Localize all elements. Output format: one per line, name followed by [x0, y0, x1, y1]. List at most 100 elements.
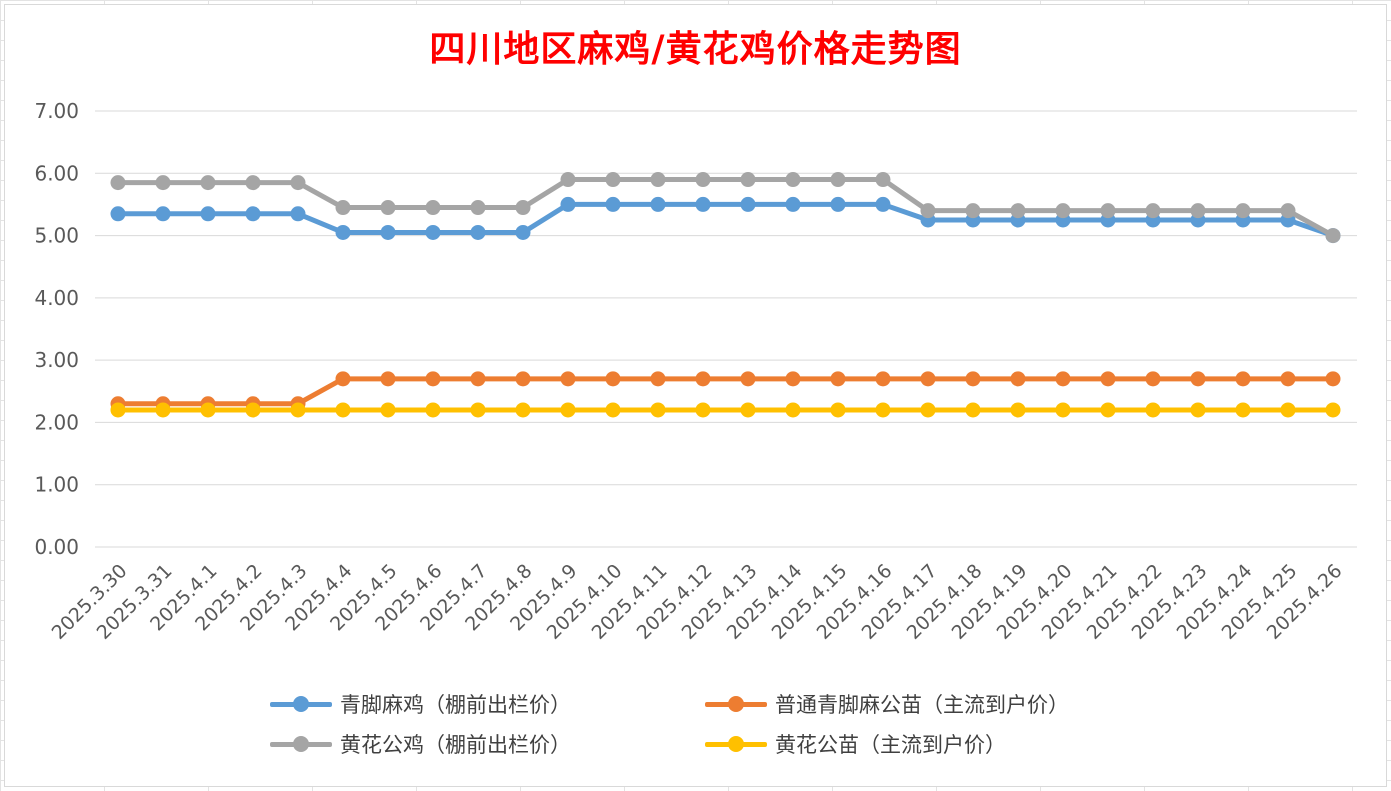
data-point[interactable] [335, 200, 351, 216]
data-point[interactable] [785, 172, 801, 188]
data-point[interactable] [1190, 402, 1206, 418]
data-point[interactable] [650, 196, 666, 212]
data-point[interactable] [1100, 371, 1116, 387]
data-point[interactable] [1190, 371, 1206, 387]
data-point[interactable] [1280, 371, 1296, 387]
series-line[interactable] [115, 177, 1336, 239]
data-point[interactable] [1100, 402, 1116, 418]
data-point[interactable] [560, 172, 576, 188]
data-point[interactable] [740, 172, 756, 188]
data-point[interactable] [1145, 203, 1161, 219]
data-point[interactable] [1190, 203, 1206, 219]
data-point[interactable] [740, 402, 756, 418]
data-point[interactable] [470, 200, 486, 216]
data-point[interactable] [650, 172, 666, 188]
data-point[interactable] [740, 196, 756, 212]
data-point[interactable] [1325, 402, 1341, 418]
data-point[interactable] [695, 402, 711, 418]
data-point[interactable] [785, 196, 801, 212]
chart-area[interactable] [4, 4, 1387, 787]
data-point[interactable] [560, 196, 576, 212]
data-point[interactable] [560, 402, 576, 418]
data-point[interactable] [1235, 203, 1251, 219]
data-point[interactable] [335, 224, 351, 240]
data-point[interactable] [425, 402, 441, 418]
data-point[interactable] [875, 371, 891, 387]
data-point[interactable] [245, 206, 261, 222]
data-point[interactable] [695, 371, 711, 387]
data-point[interactable] [425, 200, 441, 216]
data-point[interactable] [110, 206, 126, 222]
data-point[interactable] [245, 175, 261, 191]
data-point[interactable] [515, 402, 531, 418]
data-point[interactable] [290, 175, 306, 191]
data-point[interactable] [515, 224, 531, 240]
data-point[interactable] [1010, 371, 1026, 387]
data-point[interactable] [1325, 371, 1341, 387]
data-point[interactable] [1235, 371, 1251, 387]
data-point[interactable] [200, 402, 216, 418]
data-point[interactable] [965, 203, 981, 219]
data-point[interactable] [1100, 203, 1116, 219]
data-point[interactable] [155, 175, 171, 191]
series-line[interactable] [115, 201, 1336, 239]
data-point[interactable] [875, 196, 891, 212]
data-point[interactable] [1010, 402, 1026, 418]
data-point[interactable] [785, 371, 801, 387]
data-point[interactable] [605, 402, 621, 418]
data-point[interactable] [875, 402, 891, 418]
data-point[interactable] [1055, 371, 1071, 387]
data-point[interactable] [290, 402, 306, 418]
data-point[interactable] [920, 371, 936, 387]
data-point[interactable] [380, 371, 396, 387]
data-point[interactable] [1055, 203, 1071, 219]
data-point[interactable] [830, 402, 846, 418]
data-point[interactable] [1280, 402, 1296, 418]
data-point[interactable] [605, 196, 621, 212]
series-line[interactable] [115, 376, 1336, 407]
data-point[interactable] [605, 172, 621, 188]
data-point[interactable] [110, 402, 126, 418]
data-point[interactable] [1325, 228, 1341, 244]
data-point[interactable] [785, 402, 801, 418]
data-point[interactable] [380, 224, 396, 240]
data-point[interactable] [1055, 402, 1071, 418]
data-point[interactable] [965, 371, 981, 387]
data-point[interactable] [875, 172, 891, 188]
data-point[interactable] [335, 402, 351, 418]
data-point[interactable] [605, 371, 621, 387]
data-point[interactable] [695, 172, 711, 188]
data-point[interactable] [965, 402, 981, 418]
data-point[interactable] [830, 172, 846, 188]
data-point[interactable] [650, 371, 666, 387]
data-point[interactable] [200, 206, 216, 222]
data-point[interactable] [425, 371, 441, 387]
data-point[interactable] [380, 402, 396, 418]
data-point[interactable] [650, 402, 666, 418]
data-point[interactable] [245, 402, 261, 418]
data-point[interactable] [470, 371, 486, 387]
data-point[interactable] [425, 224, 441, 240]
data-point[interactable] [920, 203, 936, 219]
data-point[interactable] [920, 402, 936, 418]
data-point[interactable] [470, 402, 486, 418]
data-point[interactable] [335, 371, 351, 387]
data-point[interactable] [560, 371, 576, 387]
data-point[interactable] [155, 206, 171, 222]
data-point[interactable] [1145, 402, 1161, 418]
legend-item-putong-gongmiao[interactable]: 普通青脚麻公苗（主流到户价） [705, 690, 1170, 718]
data-point[interactable] [1145, 371, 1161, 387]
data-point[interactable] [200, 175, 216, 191]
legend-item-qingjiao-maji[interactable]: 青脚麻鸡（棚前出栏价） [270, 690, 705, 718]
data-point[interactable] [1010, 203, 1026, 219]
data-point[interactable] [110, 175, 126, 191]
legend-item-huanghua-gongji[interactable]: 黄花公鸡（棚前出栏价） [270, 730, 705, 758]
data-point[interactable] [740, 371, 756, 387]
data-point[interactable] [515, 371, 531, 387]
data-point[interactable] [380, 200, 396, 216]
data-point[interactable] [695, 196, 711, 212]
legend-item-huanghua-gongmiao[interactable]: 黄花公苗（主流到户价） [705, 730, 1170, 758]
data-point[interactable] [470, 224, 486, 240]
data-point[interactable] [290, 206, 306, 222]
data-point[interactable] [830, 371, 846, 387]
